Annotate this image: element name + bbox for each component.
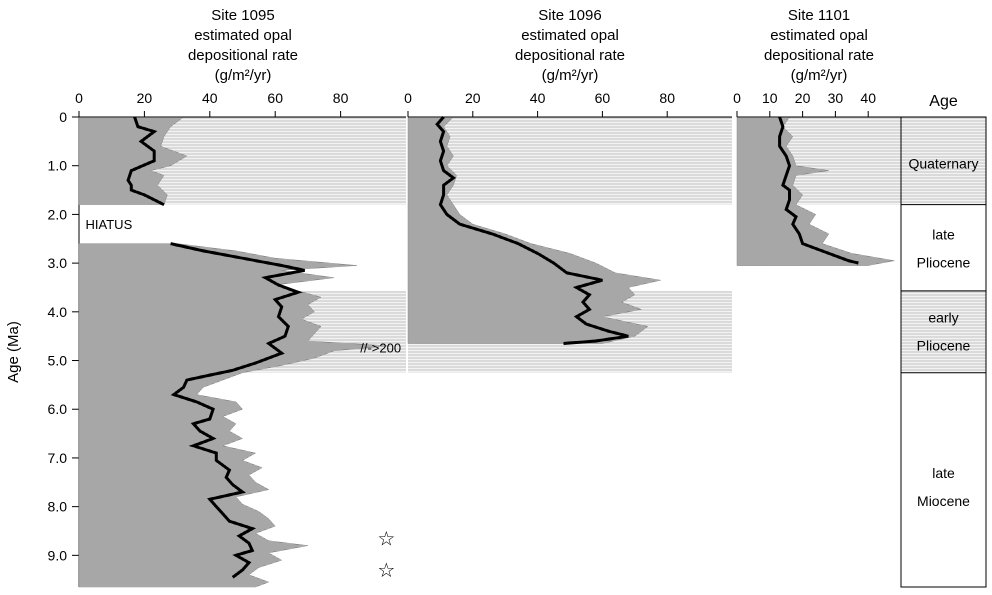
smoothed-rate-line bbox=[170, 242, 305, 579]
panel-3: 0 10 20 30 40 Site 1101 estimated opal depositi… bbox=[733, 7, 901, 266]
y-tick-label: 0 bbox=[59, 109, 67, 125]
panel-title-line: estimated opal bbox=[770, 27, 868, 44]
age-label: early bbox=[928, 309, 958, 325]
y-tick-label: 2.0 bbox=[48, 206, 68, 222]
chart-layers: 0 1.0 2.0 3.0 4.0 5.0 6.0 7.0 8.0 9.0 Age (Ma) 0 20 4… bbox=[5, 7, 987, 588]
age-label: late bbox=[932, 227, 955, 243]
smoothed-rate-line bbox=[435, 116, 629, 345]
panel-title-line: estimated opal bbox=[521, 27, 619, 44]
panel-title-line: depositional rate bbox=[188, 47, 298, 64]
panel-unit: (g/m²/yr) bbox=[215, 67, 272, 84]
age-column: Age Quaternary late Pliocene early Pliocene la… bbox=[900, 93, 987, 588]
x-tick-label: 0 bbox=[733, 90, 741, 106]
age-label: Miocene bbox=[917, 493, 970, 509]
y-tick-label: 6.0 bbox=[48, 401, 68, 417]
x-tick-label: 60 bbox=[595, 90, 611, 106]
panel-1: 0 20 40 60 80 Site 1095 estimated opal depositi… bbox=[75, 7, 406, 588]
y-axis: 0 1.0 2.0 3.0 4.0 5.0 6.0 7.0 8.0 9.0 Age (Ma) bbox=[5, 109, 80, 587]
x-tick-label: 30 bbox=[828, 90, 844, 106]
age-label: Pliocene bbox=[917, 337, 971, 353]
y-axis-label: Age (Ma) bbox=[5, 321, 22, 383]
x-tick-label: 40 bbox=[202, 90, 218, 106]
star-marker-icon: ☆ bbox=[377, 528, 395, 550]
x-tick-label: 0 bbox=[75, 90, 83, 106]
panel-title-line: Site 1096 bbox=[538, 7, 601, 24]
x-tick-label: 20 bbox=[137, 90, 153, 106]
x-tick-label: 80 bbox=[659, 90, 675, 106]
stage-band bbox=[408, 117, 732, 205]
panel-title-line: Site 1095 bbox=[211, 7, 274, 24]
x-tick-label: 20 bbox=[465, 90, 481, 106]
age-band bbox=[901, 117, 986, 205]
panel-title-line: Site 1101 bbox=[788, 7, 850, 24]
x-tick-label: 40 bbox=[530, 90, 546, 106]
panel-annotation: HIATUS bbox=[86, 217, 133, 232]
raw-rate-area bbox=[736, 116, 895, 266]
raw-rate-area bbox=[78, 116, 188, 205]
raw-rate-area bbox=[78, 243, 390, 588]
age-column-title: Age bbox=[929, 93, 958, 110]
panel-unit: (g/m²/yr) bbox=[542, 67, 599, 84]
panel-title-line: estimated opal bbox=[194, 27, 292, 44]
age-band bbox=[901, 290, 986, 373]
y-tick-label: 8.0 bbox=[48, 499, 68, 515]
panel-2: 0 20 40 60 80 Site 1096 estimated opal depositi… bbox=[404, 7, 732, 373]
panel-title-line: depositional rate bbox=[515, 47, 625, 64]
y-tick-label: 4.0 bbox=[48, 304, 68, 320]
y-tick-label: 9.0 bbox=[48, 547, 68, 563]
smoothed-rate-line bbox=[126, 116, 165, 207]
age-label: Quaternary bbox=[908, 155, 978, 171]
x-tick-label: 10 bbox=[762, 90, 778, 106]
raw-rate-area bbox=[407, 116, 661, 344]
panel-unit: (g/m²/yr) bbox=[791, 67, 848, 84]
x-tick-label: 80 bbox=[333, 90, 349, 106]
smoothed-rate-line bbox=[778, 116, 859, 265]
x-tick-label: 60 bbox=[267, 90, 283, 106]
age-label: Pliocene bbox=[917, 255, 971, 271]
x-tick-label: 40 bbox=[860, 90, 876, 106]
y-tick-label: 1.0 bbox=[48, 158, 68, 174]
age-label: late bbox=[932, 465, 955, 481]
y-tick-label: 3.0 bbox=[48, 255, 68, 271]
x-tick-label: 20 bbox=[795, 90, 811, 106]
star-marker-icon: ☆ bbox=[377, 560, 395, 582]
panel-title-line: depositional rate bbox=[764, 47, 874, 64]
panel-annotation: //->200 bbox=[360, 340, 401, 355]
y-tick-label: 7.0 bbox=[48, 450, 68, 466]
y-tick-label: 5.0 bbox=[48, 353, 68, 369]
x-tick-label: 0 bbox=[404, 90, 412, 106]
age-column-frame bbox=[900, 116, 987, 588]
